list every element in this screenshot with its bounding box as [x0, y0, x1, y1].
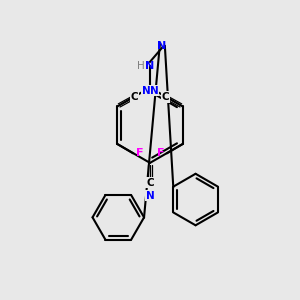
Text: C: C [131, 92, 139, 102]
Text: N: N [157, 41, 167, 51]
Text: H: H [137, 61, 145, 71]
Text: C: C [146, 178, 154, 188]
Text: N: N [150, 86, 158, 96]
Text: N: N [146, 61, 154, 71]
Text: N: N [142, 86, 150, 96]
Text: C: C [161, 92, 169, 102]
Text: F: F [157, 148, 164, 158]
Text: N: N [146, 190, 154, 201]
Text: F: F [136, 148, 143, 158]
